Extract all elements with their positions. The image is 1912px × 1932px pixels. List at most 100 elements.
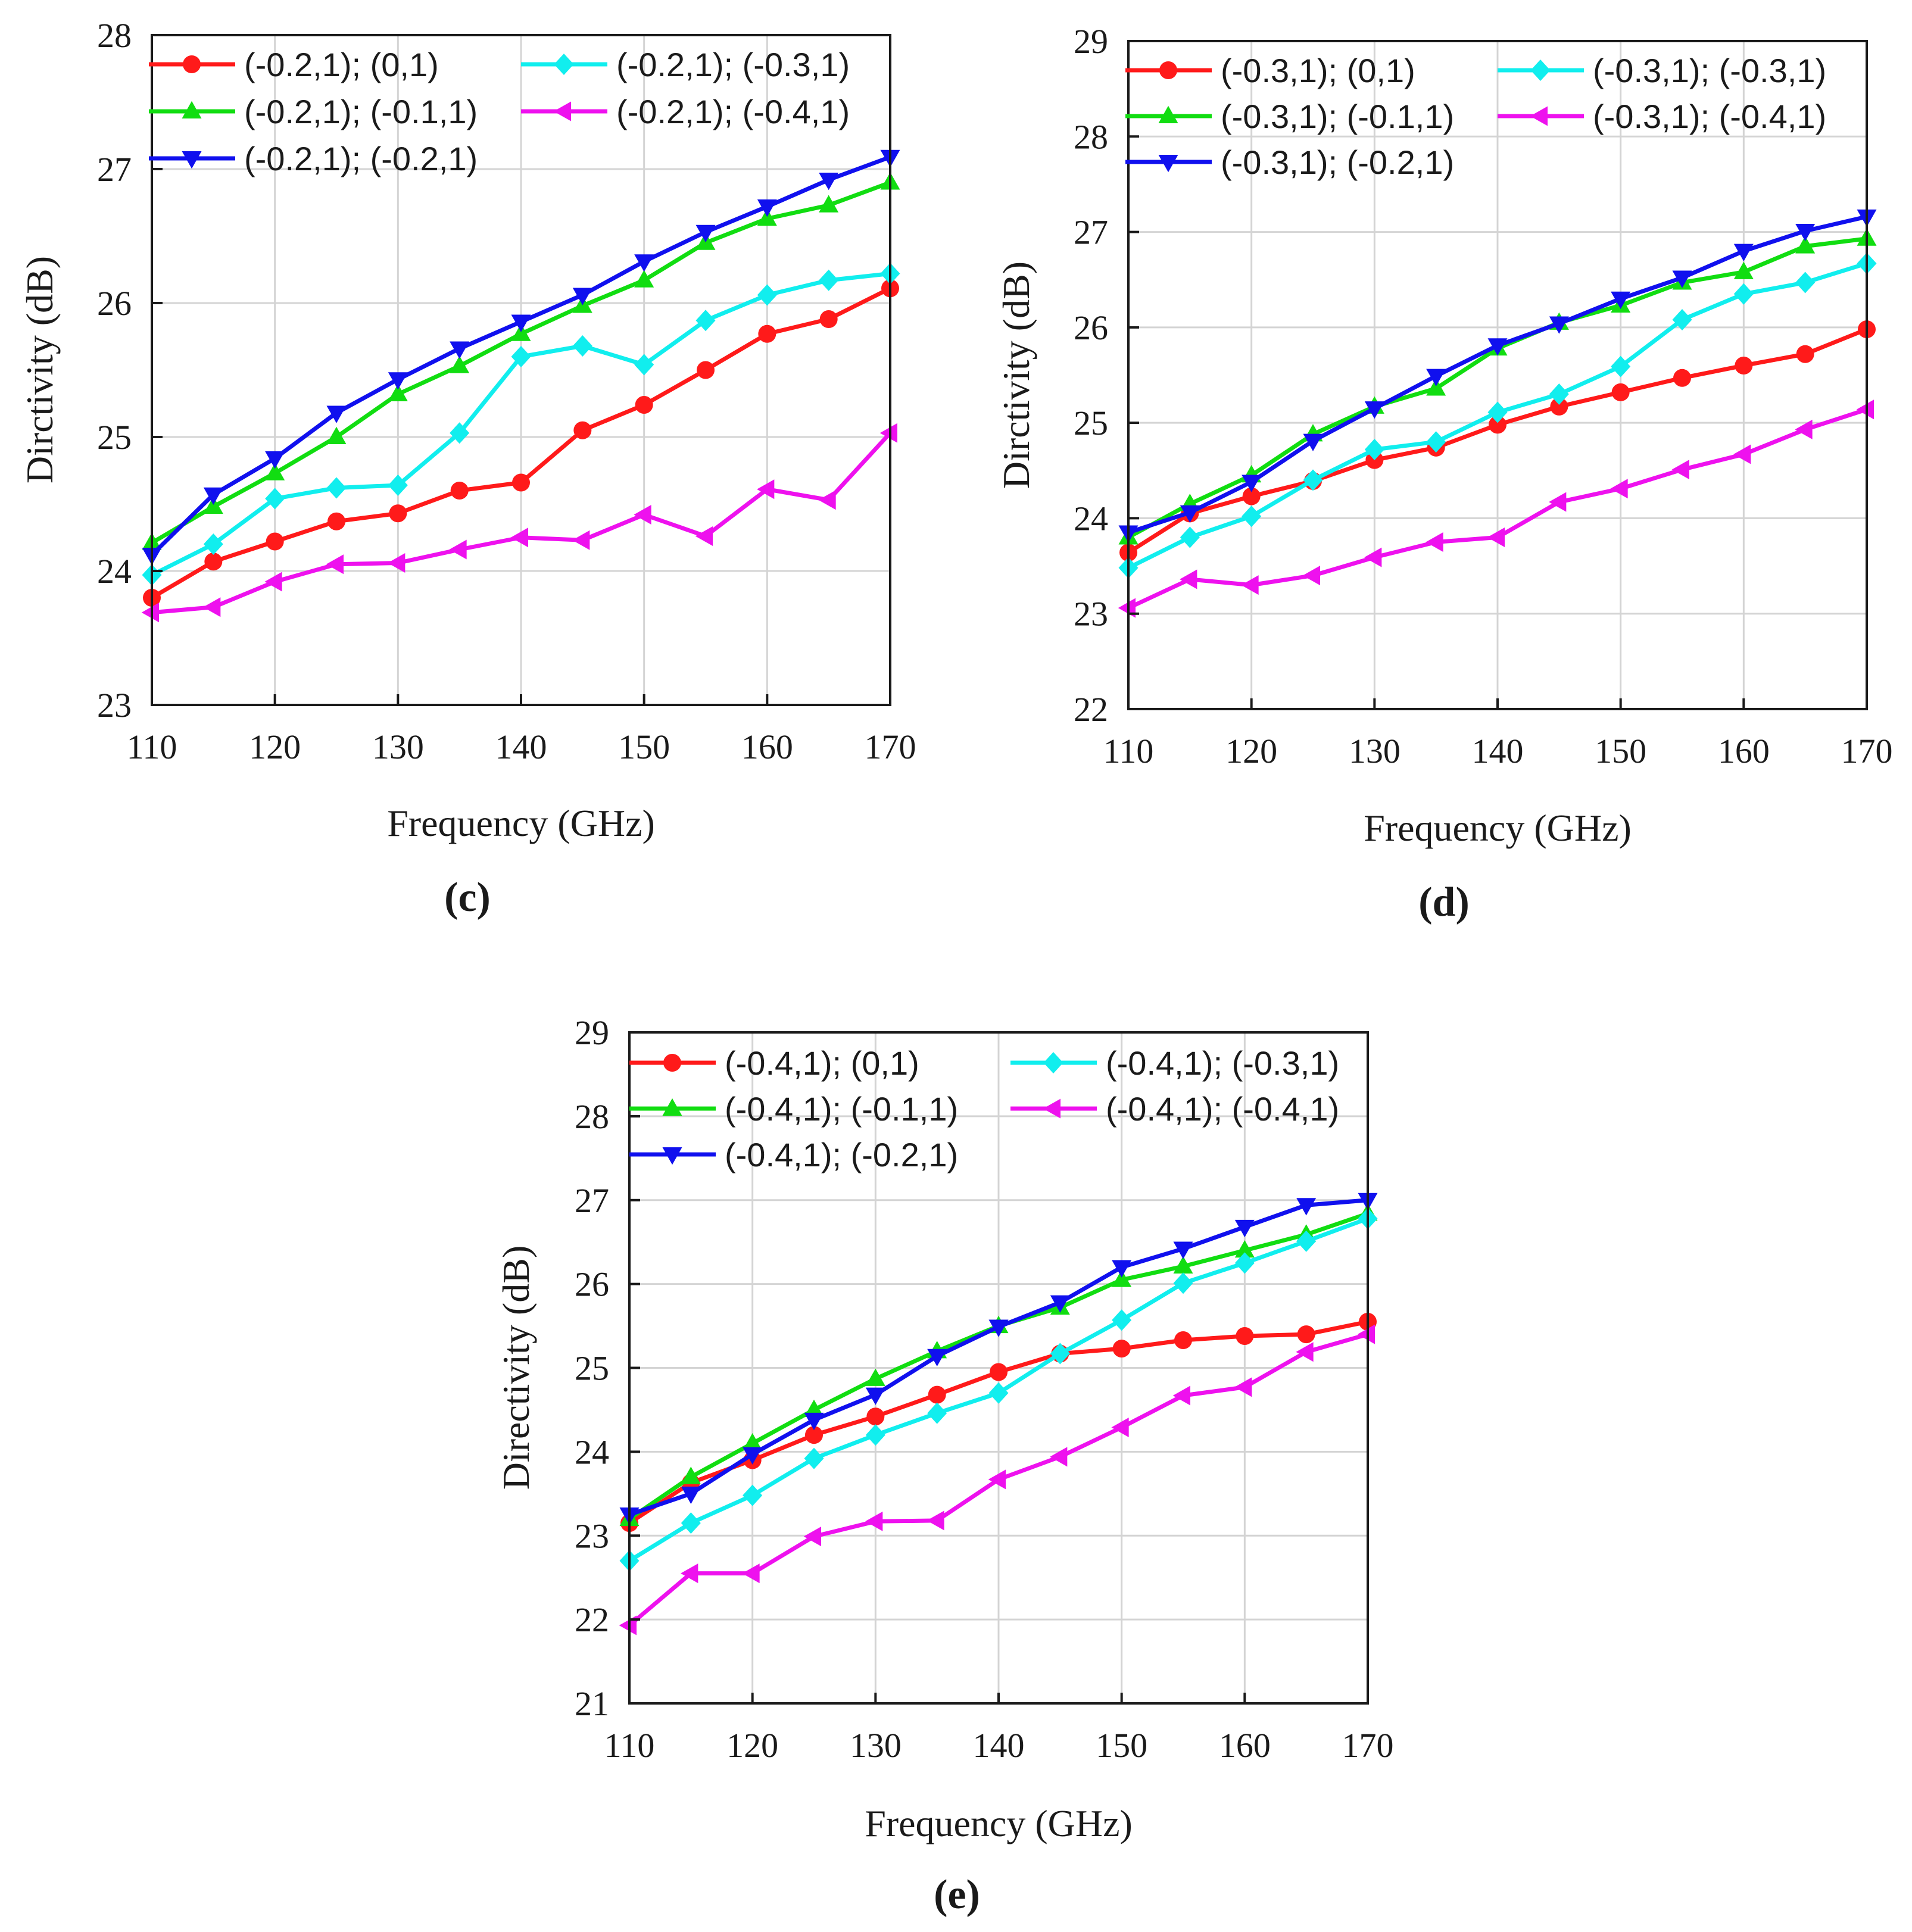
y-axis-title: Dirctivity (dB) xyxy=(18,256,61,483)
y-tick-label: 22 xyxy=(1074,690,1108,729)
legend-label: (-0.3,1); (0,1) xyxy=(1221,52,1415,89)
legend-marker xyxy=(662,1147,682,1165)
data-point xyxy=(1297,1325,1315,1344)
y-tick-label: 24 xyxy=(97,552,132,591)
data-point xyxy=(1611,383,1630,401)
data-point xyxy=(928,1385,946,1404)
data-point xyxy=(865,1511,883,1531)
legend-item: (-0.4,1); (-0.2,1) xyxy=(629,1136,958,1173)
x-tick-label: 130 xyxy=(850,1726,902,1765)
axis-ticks: 110 120 130 140 150 160 170 22 23 24 25 26 27 28 29 xyxy=(1074,22,1893,770)
series-layer xyxy=(1118,209,1877,618)
data-point xyxy=(804,1412,824,1431)
y-tick-label: 26 xyxy=(575,1265,609,1304)
data-point xyxy=(1672,309,1692,331)
legend-item: (-0.2,1); (0,1) xyxy=(149,46,439,83)
data-point xyxy=(1795,271,1816,294)
data-point xyxy=(1302,566,1320,586)
data-point xyxy=(1672,270,1692,288)
data-point xyxy=(1180,526,1200,548)
data-point xyxy=(1733,244,1754,261)
data-point xyxy=(1112,1309,1132,1331)
panel-label: (d) xyxy=(1418,879,1470,925)
legend-label: (-0.4,1); (-0.1,1) xyxy=(725,1090,958,1128)
series-5 xyxy=(141,423,897,623)
series-3 xyxy=(142,149,900,566)
x-tick-label: 160 xyxy=(741,728,793,766)
data-point xyxy=(1795,419,1813,439)
data-point xyxy=(743,1484,763,1506)
x-tick-label: 110 xyxy=(1103,732,1154,770)
data-point xyxy=(1112,1340,1131,1358)
series-5 xyxy=(1118,399,1874,618)
data-point xyxy=(572,335,592,357)
data-point xyxy=(758,324,776,343)
legend-item: (-0.2,1); (-0.3,1) xyxy=(521,46,850,83)
legend-marker xyxy=(1158,105,1178,123)
legend-label: (-0.3,1); (-0.1,1) xyxy=(1221,98,1454,135)
data-point xyxy=(1673,369,1691,387)
data-point xyxy=(1112,1260,1132,1278)
y-axis-title: Dirctivity (dB) xyxy=(995,261,1037,489)
data-point xyxy=(1426,532,1443,552)
data-point xyxy=(1487,338,1508,356)
x-tick-label: 170 xyxy=(1841,732,1893,770)
data-point xyxy=(327,512,345,530)
data-point xyxy=(203,487,223,505)
data-point xyxy=(879,423,897,443)
data-point xyxy=(1549,316,1569,334)
data-point xyxy=(1610,479,1628,499)
y-tick-label: 26 xyxy=(97,284,132,323)
x-tick-label: 160 xyxy=(1219,1726,1271,1765)
data-point xyxy=(204,553,223,571)
legend-label: (-0.4,1); (0,1) xyxy=(725,1044,919,1082)
data-point xyxy=(819,269,839,291)
data-point xyxy=(511,346,531,367)
legend: (-0.3,1); (0,1) (-0.3,1); (-0.1,1) (-0.3,1… xyxy=(1125,52,1826,181)
data-point xyxy=(1234,1219,1255,1238)
data-point xyxy=(1733,283,1754,305)
data-point xyxy=(266,532,284,551)
legend-label: (-0.4,1); (-0.2,1) xyxy=(725,1136,958,1173)
y-tick-label: 23 xyxy=(575,1516,609,1555)
legend-item: (-0.2,1); (-0.2,1) xyxy=(149,140,478,177)
x-axis-title: Frequency (GHz) xyxy=(865,1802,1133,1844)
data-point xyxy=(511,323,531,341)
x-tick-label: 120 xyxy=(1225,732,1277,770)
x-tick-label: 150 xyxy=(618,728,670,766)
legend-marker xyxy=(1530,106,1548,126)
data-point xyxy=(988,1319,1009,1337)
y-tick-label: 28 xyxy=(1074,117,1108,156)
x-tick-label: 140 xyxy=(973,1726,1025,1765)
legend-marker xyxy=(663,1054,681,1072)
x-tick-label: 110 xyxy=(127,728,177,766)
y-tick-label: 23 xyxy=(97,686,132,725)
data-point xyxy=(927,1349,947,1367)
data-point xyxy=(326,477,347,499)
data-point xyxy=(1172,1385,1190,1406)
y-tick-label: 28 xyxy=(97,16,132,55)
data-point xyxy=(1296,1342,1314,1362)
x-tick-label: 120 xyxy=(726,1726,778,1765)
data-point xyxy=(1111,1418,1129,1438)
legend-item: (-0.4,1); (-0.1,1) xyxy=(629,1090,958,1128)
legend-label: (-0.4,1); (-0.4,1) xyxy=(1106,1090,1339,1128)
series-3 xyxy=(1118,209,1877,543)
x-tick-label: 120 xyxy=(249,728,301,766)
data-point xyxy=(1173,1256,1193,1274)
data-point xyxy=(743,1433,763,1451)
x-axis-title: Frequency (GHz) xyxy=(387,802,655,844)
x-tick-label: 130 xyxy=(372,728,424,766)
legend-marker xyxy=(1043,1098,1061,1119)
data-point xyxy=(819,173,839,191)
legend-marker xyxy=(1043,1052,1063,1073)
x-tick-label: 140 xyxy=(495,728,547,766)
data-point xyxy=(449,539,467,560)
data-point xyxy=(1296,1198,1317,1216)
legend-item: (-0.3,1); (-0.1,1) xyxy=(1125,98,1454,135)
data-point xyxy=(681,1563,698,1584)
data-point xyxy=(988,1382,1009,1404)
data-point xyxy=(804,1399,824,1417)
data-point xyxy=(1241,575,1259,595)
y-axis-title: Directivity (dB) xyxy=(495,1246,537,1490)
